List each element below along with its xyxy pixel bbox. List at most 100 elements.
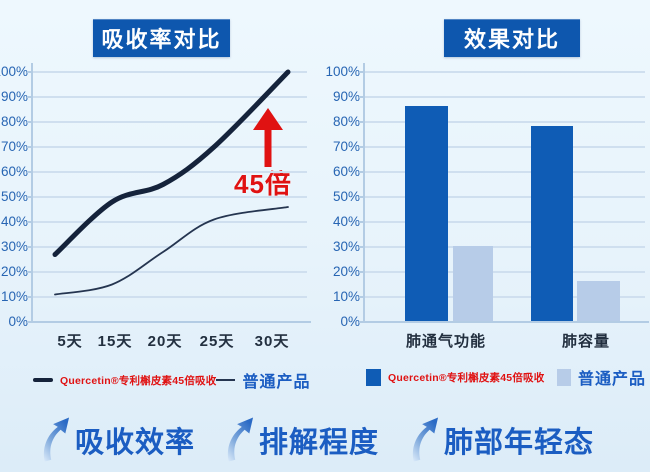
absorption-chart-legend: Quercetin®专利槲皮素45倍吸收 普通产品 (33, 369, 310, 391)
bar-category-label: 肺通气功能 (405, 333, 486, 350)
absorption-chart-title-text: 吸收率对比 (101, 27, 222, 52)
x-axis-tick-label: 15天 (97, 333, 133, 350)
gridline (33, 171, 307, 173)
benefit-item-absorption: 吸收效率 (40, 412, 195, 468)
y-axis-tick-label: 80% (332, 114, 360, 129)
brand-series-line (52, 69, 291, 257)
y-axis-tick-mark (27, 71, 33, 73)
multiplier-annotation: 45倍 (234, 169, 292, 199)
benefit-label: 排解程度 (259, 427, 380, 459)
up-arrow-icon (412, 417, 439, 462)
y-axis-tick-label: 10% (0, 289, 28, 304)
gridline (33, 146, 307, 148)
y-axis-tick-label: 20% (0, 264, 28, 279)
y-axis-tick-mark (359, 271, 365, 273)
gridline (365, 71, 645, 73)
y-axis-tick-label: 0% (340, 314, 360, 329)
effect-bar-chart: 0% 10% 20% 30% 40% 50% 60% 70% 80% 90% 100% 肺通气功能 肺容… (325, 63, 649, 350)
up-arrow-icon (43, 417, 70, 462)
generic-line-swatch (216, 379, 236, 381)
y-axis-tick-mark (359, 246, 365, 248)
y-axis-tick-mark (27, 246, 33, 248)
brand-line-swatch (33, 378, 53, 382)
y-axis-tick-mark (27, 171, 33, 173)
gridline (33, 196, 307, 198)
legend-item-brand-line: Quercetin®专利槲皮素45倍吸收 (33, 373, 216, 388)
y-axis-tick-mark (27, 121, 33, 123)
benefit-label: 吸收效率 (75, 427, 196, 459)
generic-series-line (54, 206, 289, 296)
y-axis-tick-label: 20% (332, 264, 360, 279)
up-arrow-icon (227, 417, 254, 462)
y-axis-tick-label: 100% (0, 64, 28, 79)
brand-bar-legend-label: Quercetin®专利槲皮素45倍吸收 (388, 371, 545, 384)
y-axis-tick-mark (359, 296, 365, 298)
y-axis-tick-mark (359, 71, 365, 73)
x-axis-tick-label: 25天 (199, 333, 235, 350)
effect-chart-title-text: 效果对比 (463, 27, 560, 52)
absorption-chart-title: 吸收率对比 (93, 19, 230, 57)
y-axis-tick-label: 90% (332, 89, 360, 104)
gridline (365, 171, 645, 173)
y-axis-tick-label: 30% (332, 239, 360, 254)
generic-bar (577, 281, 620, 321)
gridline (33, 71, 307, 73)
brand-bar-swatch (366, 368, 381, 386)
y-axis-tick-mark (359, 96, 365, 98)
gridline (365, 121, 645, 123)
y-axis-tick-mark (359, 321, 365, 323)
generic-bar (453, 246, 493, 321)
y-axis-tick-mark (27, 96, 33, 98)
gridline (365, 271, 645, 273)
y-axis-line (31, 63, 33, 323)
x-axis-line (31, 321, 311, 323)
y-axis-tick-mark (359, 221, 365, 223)
gridline (33, 121, 307, 123)
y-axis-tick-label: 50% (332, 189, 360, 204)
gridline (365, 196, 645, 198)
y-axis-tick-mark (359, 146, 365, 148)
brand-bar (531, 126, 573, 321)
brand-bar (405, 106, 448, 321)
y-axis-tick-label: 50% (0, 189, 28, 204)
gridline (33, 271, 307, 273)
bar-category-label: 肺容量 (561, 333, 610, 350)
y-axis-tick-mark (27, 196, 33, 198)
benefit-item-elimination: 排解程度 (224, 412, 379, 468)
y-axis-tick-label: 90% (0, 89, 28, 104)
generic-line-legend-label: 普通产品 (242, 374, 311, 391)
gridline (365, 246, 645, 248)
y-axis-tick-mark (27, 296, 33, 298)
benefit-item-young-lungs: 肺部年轻态 (409, 412, 594, 468)
generic-bar-legend-label: 普通产品 (577, 371, 646, 388)
benefits-footer: 吸收效率 排解程度 肺部年轻态 (0, 412, 650, 468)
y-axis-tick-mark (359, 121, 365, 123)
line-series-canvas (52, 69, 291, 296)
gridline (365, 221, 645, 223)
y-axis-tick-mark (359, 196, 365, 198)
gridline (33, 96, 307, 98)
benefit-label: 肺部年轻态 (444, 427, 595, 459)
y-axis-tick-mark (359, 171, 365, 173)
x-axis-tick-label: 30天 (254, 333, 290, 350)
effect-chart-title: 效果对比 (444, 19, 580, 57)
brand-line-legend-label: Quercetin®专利槲皮素45倍吸收 (60, 374, 217, 387)
y-axis-tick-mark (27, 146, 33, 148)
gridline (365, 96, 645, 98)
y-axis-tick-label: 0% (8, 314, 28, 329)
absorption-line-chart: 45倍 0% 10% 20% 30% 40% 50% 60% 70% 80% 90% 100% 5天 1… (0, 63, 311, 350)
gridline (365, 146, 645, 148)
y-axis-tick-mark (27, 221, 33, 223)
x-axis-tick-label: 20天 (147, 333, 183, 350)
gridline (33, 221, 307, 223)
y-axis-tick-label: 70% (332, 139, 360, 154)
y-axis-tick-label: 80% (0, 114, 28, 129)
y-axis-tick-label: 60% (0, 164, 28, 179)
x-axis-tick-label: 5天 (57, 333, 83, 350)
generic-bar-swatch (556, 368, 571, 386)
y-axis-tick-label: 40% (332, 214, 360, 229)
legend-item-generic-bar: 普通产品 (556, 365, 646, 389)
y-axis-tick-label: 30% (0, 239, 28, 254)
gridline (33, 296, 307, 298)
